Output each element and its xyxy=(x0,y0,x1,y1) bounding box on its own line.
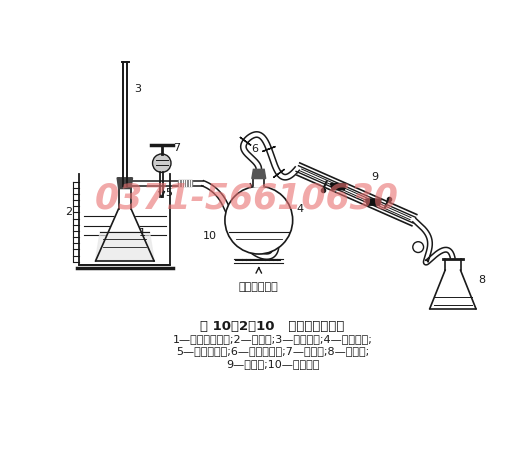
Text: 9: 9 xyxy=(371,172,378,182)
Text: 6: 6 xyxy=(251,144,258,154)
Polygon shape xyxy=(295,163,417,226)
Polygon shape xyxy=(252,169,265,178)
Polygon shape xyxy=(96,232,154,260)
Polygon shape xyxy=(96,208,154,261)
Polygon shape xyxy=(413,218,455,265)
Circle shape xyxy=(413,242,423,253)
Text: 1: 1 xyxy=(139,228,146,238)
Polygon shape xyxy=(273,169,285,177)
Polygon shape xyxy=(365,199,381,205)
Text: 加热（小火）: 加热（小火） xyxy=(239,282,279,292)
Polygon shape xyxy=(131,181,203,186)
Text: 5—蒸汽导入管;6—蒸汽导出管;7—弹簧夹;8—接受器;: 5—蒸汽导入管;6—蒸汽导出管;7—弹簧夹;8—接受器; xyxy=(176,346,369,356)
Polygon shape xyxy=(240,137,251,145)
Text: 4: 4 xyxy=(296,204,304,214)
Polygon shape xyxy=(430,270,476,308)
Text: 1—水蒸气发生器;2—液面计;3—安全玻管;4—圆底烧瓶;: 1—水蒸气发生器;2—液面计;3—安全玻管;4—圆底烧瓶; xyxy=(173,334,372,344)
Text: 2: 2 xyxy=(65,207,72,217)
Text: 0371-56610630: 0371-56610630 xyxy=(95,182,398,216)
Text: 8: 8 xyxy=(478,275,485,285)
Polygon shape xyxy=(202,181,279,259)
Text: 7: 7 xyxy=(173,143,180,153)
Polygon shape xyxy=(253,177,264,186)
Text: 9—冷凝管;10—样品溶液: 9—冷凝管;10—样品溶液 xyxy=(226,359,319,369)
Polygon shape xyxy=(262,147,276,152)
Text: 图 10－2－10   水蒸气蒸馏装置: 图 10－2－10 水蒸气蒸馏装置 xyxy=(201,320,345,333)
Text: 10: 10 xyxy=(203,232,217,242)
Circle shape xyxy=(225,186,293,254)
Polygon shape xyxy=(117,178,132,188)
Polygon shape xyxy=(445,258,461,270)
Polygon shape xyxy=(178,180,192,186)
Text: 5: 5 xyxy=(165,187,172,197)
Circle shape xyxy=(153,154,171,172)
Polygon shape xyxy=(330,183,346,190)
Text: 3: 3 xyxy=(134,84,141,94)
Polygon shape xyxy=(240,132,300,180)
